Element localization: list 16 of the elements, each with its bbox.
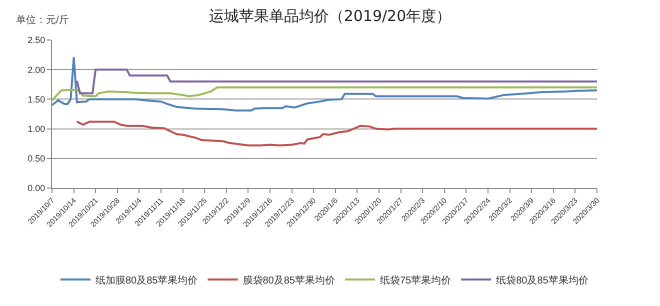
legend-label: 纸袋75苹果均价 xyxy=(380,274,452,286)
line-series xyxy=(76,120,597,146)
y-tick-label: 1.50 xyxy=(28,94,46,104)
line-series xyxy=(76,68,597,94)
y-tick-label: 0.00 xyxy=(28,183,46,194)
y-tick-label: 1.00 xyxy=(28,124,46,134)
line-series xyxy=(52,56,597,112)
y-tick-label: 2.00 xyxy=(28,64,46,75)
legend-label: 纸袋80及85苹果均价 xyxy=(496,274,588,286)
text: 单位：元/斤 xyxy=(16,14,69,26)
y-tick-label: 0.50 xyxy=(28,154,46,164)
line-series xyxy=(52,86,597,102)
legend-label: 纸加膜80及85苹果均价 xyxy=(96,274,198,286)
legend-label: 膜袋80及85苹果均价 xyxy=(242,274,335,286)
y-tick-label: 2.50 xyxy=(28,35,46,46)
chart-title: 运城苹果单品均价（2019/20年度） xyxy=(208,7,452,26)
